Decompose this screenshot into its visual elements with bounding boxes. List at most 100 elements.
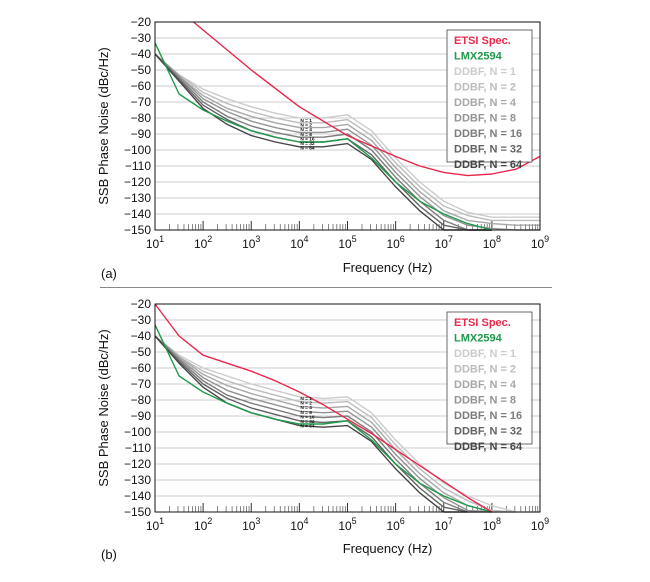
y-tick-label: −40 xyxy=(131,329,152,343)
legend-entry: DDBF, N = 64 xyxy=(454,441,523,453)
legend-entry: DDBF, N = 16 xyxy=(454,128,522,140)
x-tick-label: 105 xyxy=(338,516,356,533)
legend-entry: ETSI Spec. xyxy=(454,35,511,47)
n-annotation: N = 16 xyxy=(300,136,315,142)
y-tick-label: −110 xyxy=(125,441,151,455)
panel-label-a: (a) xyxy=(101,266,117,281)
y-tick-label: −90 xyxy=(131,409,152,423)
series-line xyxy=(154,53,540,226)
n-annotation: N = 64 xyxy=(300,146,315,152)
x-tick-label: 102 xyxy=(194,516,212,533)
legend-box xyxy=(446,311,533,445)
y-tick-label: −50 xyxy=(131,63,152,77)
x-tick-label: 104 xyxy=(290,234,308,251)
x-tick-label: 104 xyxy=(290,516,308,533)
series-line xyxy=(154,335,468,513)
y-tick-label: −40 xyxy=(131,47,152,61)
chart-panel: −20 −30 −40 −50 −60 −70 −80 −90 −100 −110 −120 −130… xyxy=(96,297,549,556)
panel-divider xyxy=(100,287,552,288)
n-annotation: N = 64 xyxy=(300,424,315,430)
y-tick-label: −20 xyxy=(131,15,152,29)
y-tick-label: −130 xyxy=(124,191,151,205)
y-tick-label: −30 xyxy=(131,31,152,45)
legend-entry: DDBF, N = 8 xyxy=(454,395,516,407)
x-tick-label: 106 xyxy=(386,234,404,251)
series-line xyxy=(193,21,541,177)
x-tick-label: 103 xyxy=(242,516,260,533)
x-tick-label: 101 xyxy=(146,516,164,533)
legend-entry: DDBF, N = 64 xyxy=(454,159,523,171)
legend-entry: LMX2594 xyxy=(454,51,503,63)
y-axis-label: SSB Phase Noise (dBc/Hz) xyxy=(96,47,111,205)
y-tick-label: −20 xyxy=(131,297,152,311)
x-tick-label: 105 xyxy=(338,234,356,251)
series-line xyxy=(154,335,540,513)
chart-panel: −20 −30 −40 −50 −60 −70 −80 −90 −100 −110 −120 −130… xyxy=(96,15,549,275)
n-annotation: N = 16 xyxy=(300,414,315,420)
legend-entry: DDBF, N = 1 xyxy=(454,348,516,360)
legend-entry: DDBF, N = 2 xyxy=(454,82,516,94)
y-tick-label: −150 xyxy=(124,505,151,519)
x-tick-label: 107 xyxy=(435,516,453,533)
y-tick-label: −60 xyxy=(131,79,152,93)
y-tick-label: −120 xyxy=(124,175,151,189)
x-axis-label: Frequency (Hz) xyxy=(343,260,433,275)
y-tick-label: −110 xyxy=(125,159,151,173)
x-tick-label: 103 xyxy=(242,234,260,251)
x-tick-label: 109 xyxy=(531,516,549,533)
y-tick-label: −120 xyxy=(124,457,151,471)
legend-entry: DDBF, N = 32 xyxy=(454,426,522,438)
n-annotation: N = 32 xyxy=(300,141,315,147)
x-tick-label: 108 xyxy=(483,234,501,251)
n-annotation: N = 2 xyxy=(300,401,312,407)
plot-frame xyxy=(154,21,541,231)
plot-frame xyxy=(154,303,541,513)
legend-entry: DDBF, N = 8 xyxy=(454,113,516,125)
n-annotation: N = 4 xyxy=(300,127,312,133)
legend-entry: DDBF, N = 32 xyxy=(454,144,522,156)
y-tick-label: −30 xyxy=(131,313,152,327)
series-line xyxy=(154,53,492,231)
y-tick-label: −50 xyxy=(131,345,152,359)
y-tick-label: −70 xyxy=(131,377,152,391)
y-tick-label: −150 xyxy=(124,223,151,237)
n-annotation: N = 8 xyxy=(300,410,312,416)
legend-entry: LMX2594 xyxy=(454,333,503,345)
y-tick-label: −80 xyxy=(131,393,152,407)
series-line xyxy=(154,42,493,231)
legend-entry: ETSI Spec. xyxy=(454,317,511,329)
series-line xyxy=(154,335,516,513)
series-line xyxy=(154,335,492,513)
n-annotation: N = 2 xyxy=(300,123,312,129)
y-tick-label: −140 xyxy=(124,207,151,221)
y-tick-label: −80 xyxy=(131,111,152,125)
legend-box xyxy=(446,29,533,163)
y-tick-label: −140 xyxy=(124,489,151,503)
legend-entry: DDBF, N = 4 xyxy=(454,97,517,109)
series-line xyxy=(154,303,493,513)
n-annotation: N = 4 xyxy=(300,405,312,411)
series-line xyxy=(154,335,516,513)
legend-entry: DDBF, N = 4 xyxy=(454,379,517,391)
n-annotation: N = 8 xyxy=(300,132,312,138)
x-tick-label: 107 xyxy=(435,234,453,251)
y-tick-label: −100 xyxy=(124,425,151,439)
x-axis-label: Frequency (Hz) xyxy=(343,541,433,556)
x-tick-label: 109 xyxy=(531,234,549,251)
series-line xyxy=(154,53,540,222)
x-tick-label: 108 xyxy=(483,516,501,533)
y-tick-label: −130 xyxy=(124,473,151,487)
y-tick-label: −100 xyxy=(124,143,151,157)
panel-label-b: (b) xyxy=(101,547,117,562)
y-tick-label: −90 xyxy=(131,127,152,141)
x-tick-label: 106 xyxy=(386,516,404,533)
series-line xyxy=(154,324,493,513)
n-annotation: N = 1 xyxy=(300,396,312,402)
series-line xyxy=(154,53,540,218)
n-annotation: N = 32 xyxy=(300,419,315,425)
y-tick-label: −60 xyxy=(131,361,152,375)
y-tick-label: −70 xyxy=(131,95,152,109)
series-line xyxy=(154,335,468,513)
legend-entry: DDBF, N = 16 xyxy=(454,410,522,422)
